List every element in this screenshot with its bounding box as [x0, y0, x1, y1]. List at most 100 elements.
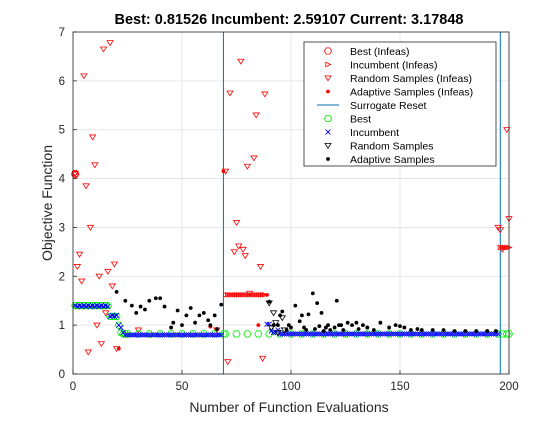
data-point-incumbent — [358, 331, 364, 337]
data-point-adaptive — [306, 312, 311, 317]
data-point-best-infeas — [71, 170, 80, 178]
data-point-incumbent — [277, 331, 283, 337]
data-point-incumbent — [142, 332, 148, 338]
data-point-adaptive — [143, 307, 147, 312]
data-point-random-infeas — [71, 171, 79, 178]
legend-marker-best-infeas — [323, 47, 333, 55]
legend-marker-best — [323, 114, 333, 123]
data-point-random-infeas — [498, 246, 507, 253]
data-point-adaptive — [267, 299, 272, 304]
data-point-adaptive — [129, 303, 134, 308]
data-point-incumbent — [462, 331, 469, 337]
data-point-adaptive — [378, 320, 383, 325]
data-point-random-infeas — [261, 91, 269, 98]
data-point-best — [341, 330, 350, 338]
data-point-incumbent — [351, 331, 357, 337]
legend-label-incumbent-infeas: Incumbent (Infeas) — [350, 60, 438, 72]
series-adaptive — [114, 290, 498, 333]
legend-label-random: Random Samples — [350, 141, 433, 153]
data-point-adaptive — [280, 309, 285, 314]
y-axis-label: Objective Function — [39, 145, 55, 261]
data-point-adaptive — [463, 329, 468, 333]
data-point-incumbent — [445, 331, 451, 337]
data-point-random-infeas — [75, 251, 84, 258]
data-point-incumbent — [168, 332, 174, 338]
data-point-incumbent — [434, 331, 440, 337]
data-point-incumbent — [397, 331, 403, 337]
data-point-incumbent — [364, 331, 371, 337]
data-point-incumbent — [129, 332, 135, 338]
data-point-incumbent — [480, 331, 486, 337]
legend-marker-incumbent — [325, 129, 331, 135]
data-point-incumbent — [281, 331, 288, 337]
data-point-incumbent — [161, 332, 168, 338]
data-point-incumbent — [105, 303, 111, 310]
data-point-random-infeas — [99, 46, 108, 53]
data-point-incumbent — [140, 332, 146, 338]
data-point-incumbent — [133, 332, 139, 338]
data-point-incumbent — [458, 331, 464, 337]
data-point-random-infeas — [256, 264, 265, 270]
data-point-random-infeas — [108, 283, 116, 290]
x-ticks: 0 50 100 150 200 — [70, 370, 519, 393]
data-point-adaptive-infeas — [221, 169, 226, 174]
data-point-incumbent — [401, 331, 408, 337]
data-point-adaptive — [494, 329, 498, 333]
data-point-best — [243, 330, 252, 338]
data-point-adaptive — [286, 323, 291, 328]
data-point-best — [417, 330, 426, 338]
data-point-random-infeas — [86, 224, 95, 231]
data-point-adaptive — [313, 327, 317, 331]
data-point-incumbent — [388, 331, 394, 337]
data-point-adaptive — [304, 328, 309, 332]
data-point-incumbent — [166, 332, 172, 338]
data-point-incumbent — [438, 331, 445, 337]
data-point-incumbent — [179, 332, 185, 338]
data-point-random-infeas — [80, 73, 88, 80]
legend-label-adaptive: Adaptive Samples — [350, 154, 435, 166]
data-point-adaptive — [341, 328, 346, 332]
data-point-incumbent — [419, 331, 425, 337]
data-point-incumbent — [327, 331, 333, 337]
data-point-incumbent — [362, 331, 368, 337]
data-point-best — [330, 330, 339, 338]
data-point-random — [274, 329, 282, 336]
data-point-adaptive — [354, 320, 359, 325]
data-point-adaptive — [402, 325, 407, 330]
data-point-incumbent — [214, 332, 220, 338]
data-point-random-infeas — [226, 90, 234, 97]
data-point-best — [428, 330, 437, 338]
data-point-adaptive — [134, 311, 139, 315]
data-point-adaptive-infeas — [256, 323, 261, 328]
data-point-incumbent — [467, 331, 473, 337]
data-point-best — [363, 330, 372, 338]
data-point-random-infeas — [93, 322, 101, 329]
data-point-adaptive — [419, 328, 424, 332]
data-point-incumbent — [320, 331, 327, 337]
data-point-adaptive — [350, 323, 354, 328]
data-point-random — [269, 310, 278, 317]
data-point-incumbent — [153, 332, 159, 338]
data-point-incumbent — [312, 331, 318, 337]
data-point-incumbent — [288, 331, 294, 337]
data-point-adaptive — [345, 320, 350, 325]
data-point-incumbent — [344, 331, 351, 337]
data-point-adaptive — [212, 313, 217, 318]
data-point-incumbent — [198, 332, 205, 338]
data-point-incumbent — [310, 331, 316, 337]
data-point-incumbent — [159, 332, 166, 338]
data-point-incumbent — [325, 331, 331, 337]
data-point-adaptive — [276, 323, 280, 328]
y-tick-label: 6 — [59, 76, 65, 88]
data-point-adaptive — [297, 319, 302, 324]
data-point-incumbent — [395, 331, 401, 337]
data-point-incumbent — [303, 331, 309, 337]
data-point-random-infeas — [250, 155, 258, 162]
data-point-adaptive — [319, 311, 324, 315]
data-point-random-infeas — [91, 162, 99, 169]
legend-label-best: Best — [350, 114, 371, 126]
data-point-best — [232, 330, 241, 338]
data-point-adaptive — [332, 325, 337, 330]
data-point-incumbent — [155, 332, 161, 338]
data-point-random-infeas — [496, 227, 505, 234]
